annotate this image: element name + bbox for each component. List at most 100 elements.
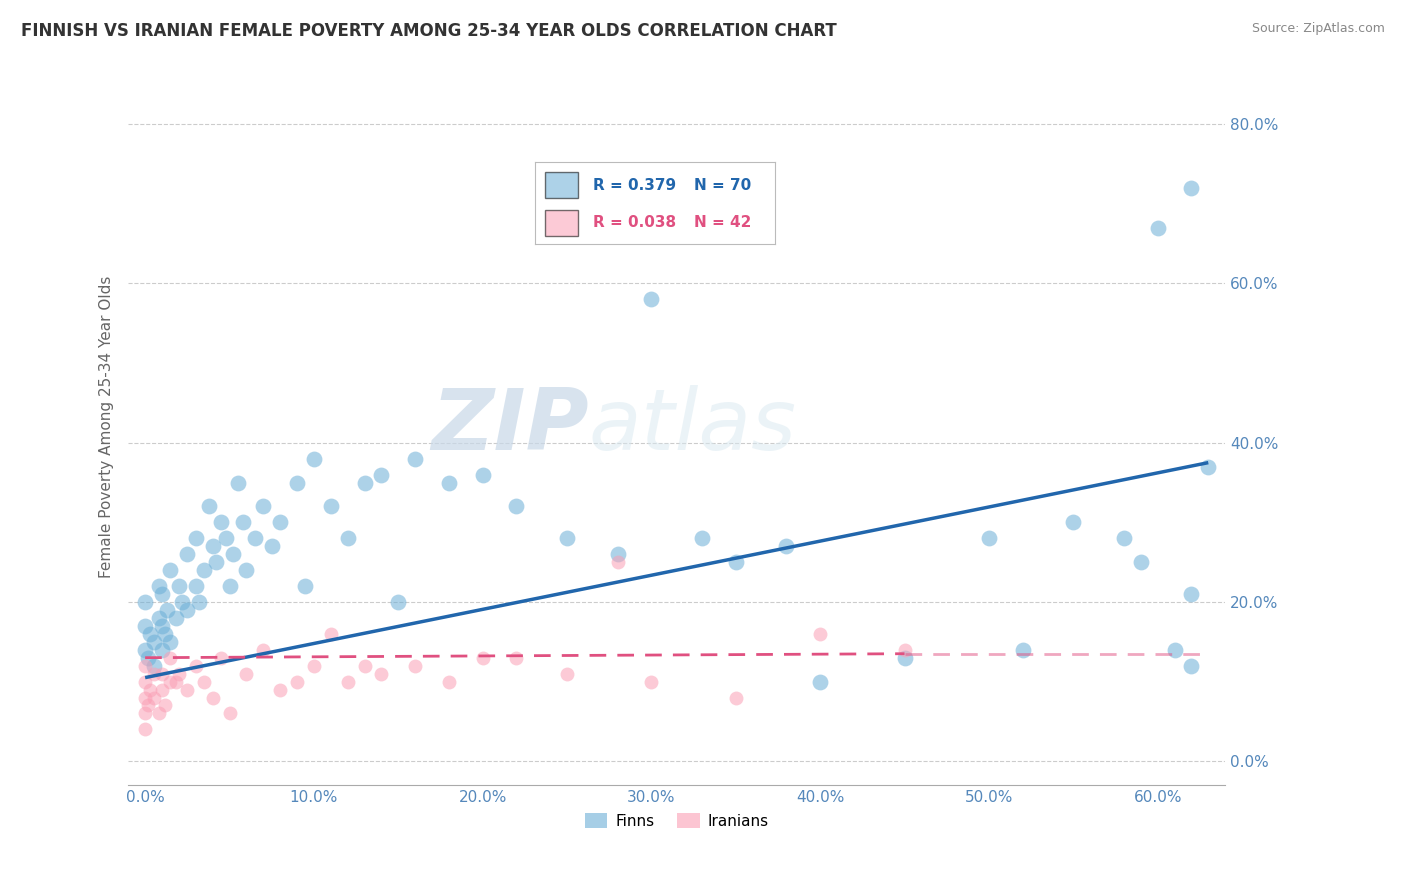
Point: [387, 595, 409, 609]
Text: atlas: atlas: [589, 385, 797, 468]
Point: [353, 475, 375, 490]
Point: [134, 690, 156, 705]
Point: [165, 674, 187, 689]
Point: [159, 634, 181, 648]
Y-axis label: Female Poverty Among 25-34 Year Olds: Female Poverty Among 25-34 Year Olds: [100, 276, 114, 578]
Point: [139, 682, 162, 697]
Point: [370, 467, 392, 482]
Point: [606, 547, 628, 561]
Point: [209, 650, 232, 665]
Point: [148, 611, 170, 625]
Point: [142, 634, 165, 648]
Point: [893, 642, 915, 657]
Point: [134, 658, 156, 673]
Point: [159, 650, 181, 665]
Point: [156, 603, 179, 617]
Point: [1011, 642, 1033, 657]
Point: [260, 539, 283, 553]
Point: [176, 682, 198, 697]
Point: [606, 555, 628, 569]
Point: [167, 579, 190, 593]
Text: N = 70: N = 70: [693, 178, 751, 193]
Point: [150, 682, 173, 697]
Point: [138, 650, 160, 665]
Point: [142, 658, 165, 673]
Point: [218, 579, 240, 593]
Point: [218, 706, 240, 721]
Point: [471, 467, 494, 482]
Point: [302, 658, 325, 673]
Text: Source: ZipAtlas.com: Source: ZipAtlas.com: [1251, 22, 1385, 36]
Point: [1112, 531, 1135, 545]
Point: [1146, 220, 1168, 235]
Point: [198, 500, 221, 514]
Point: [134, 723, 156, 737]
Point: [184, 579, 207, 593]
Point: [155, 627, 177, 641]
Point: [302, 451, 325, 466]
Point: [555, 666, 578, 681]
Point: [243, 531, 266, 545]
Point: [1197, 459, 1219, 474]
Point: [893, 650, 915, 665]
Point: [285, 475, 308, 490]
Point: [437, 475, 460, 490]
Point: [232, 516, 254, 530]
Point: [404, 451, 426, 466]
Point: [142, 666, 165, 681]
Point: [555, 531, 578, 545]
Point: [176, 547, 198, 561]
Point: [505, 650, 527, 665]
Point: [138, 698, 160, 713]
Point: [155, 698, 177, 713]
Point: [134, 642, 156, 657]
Point: [252, 500, 274, 514]
Point: [471, 650, 494, 665]
Point: [1163, 642, 1185, 657]
Point: [193, 563, 215, 577]
Text: R = 0.379: R = 0.379: [593, 178, 676, 193]
Point: [209, 516, 232, 530]
Point: [404, 658, 426, 673]
Point: [150, 642, 173, 657]
Point: [193, 674, 215, 689]
Point: [252, 642, 274, 657]
Point: [336, 674, 359, 689]
Point: [165, 611, 187, 625]
FancyBboxPatch shape: [546, 210, 578, 236]
Point: [172, 595, 194, 609]
Point: [505, 500, 527, 514]
Point: [690, 531, 713, 545]
Point: [1180, 587, 1202, 601]
Point: [134, 595, 156, 609]
Point: [319, 627, 342, 641]
Text: R = 0.038: R = 0.038: [593, 216, 676, 230]
Point: [1180, 181, 1202, 195]
Point: [215, 531, 238, 545]
Point: [640, 293, 662, 307]
Point: [159, 563, 181, 577]
Point: [142, 690, 165, 705]
Point: [201, 539, 224, 553]
Text: ZIP: ZIP: [432, 385, 589, 468]
Point: [167, 666, 190, 681]
Point: [235, 666, 257, 681]
Point: [640, 674, 662, 689]
Point: [775, 539, 797, 553]
Point: [319, 500, 342, 514]
Point: [1129, 555, 1152, 569]
Point: [148, 579, 170, 593]
Point: [176, 603, 198, 617]
Point: [184, 531, 207, 545]
Point: [285, 674, 308, 689]
Legend: Finns, Iranians: Finns, Iranians: [578, 806, 775, 835]
Text: N = 42: N = 42: [693, 216, 751, 230]
Point: [205, 555, 228, 569]
Point: [1180, 658, 1202, 673]
Point: [150, 666, 173, 681]
Point: [148, 706, 170, 721]
Point: [150, 619, 173, 633]
Point: [222, 547, 245, 561]
Point: [188, 595, 211, 609]
Text: FINNISH VS IRANIAN FEMALE POVERTY AMONG 25-34 YEAR OLDS CORRELATION CHART: FINNISH VS IRANIAN FEMALE POVERTY AMONG …: [21, 22, 837, 40]
